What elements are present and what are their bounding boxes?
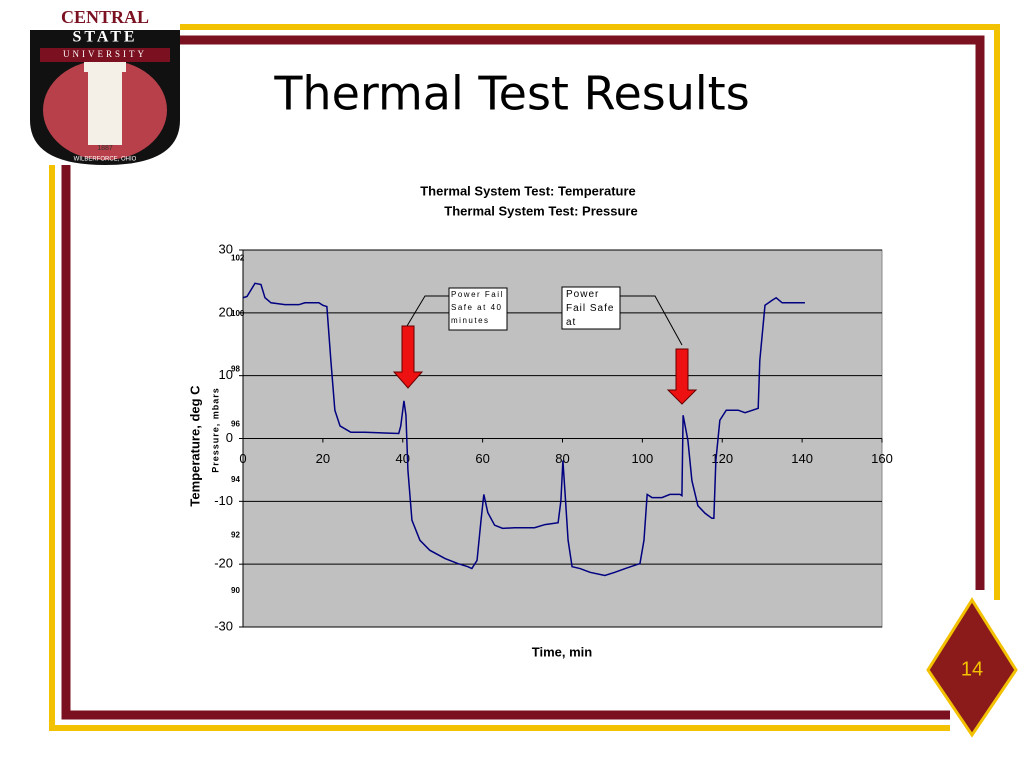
- logo: CENTRAL STATE UNIVERSITY 1887 WILBERFORC…: [30, 7, 180, 165]
- annotation: Power Fail Safe at: [566, 289, 615, 328]
- chart-title: Thermal System Test: Temperature: [420, 183, 636, 198]
- logo-tower-top: [84, 62, 126, 72]
- frame: [49, 24, 1000, 731]
- y2-tick-label: 94: [231, 475, 240, 484]
- y-tick-label: 20: [219, 304, 233, 319]
- frame-gold-top: [180, 24, 1000, 600]
- x-tick-label: 40: [396, 451, 410, 466]
- annotation: Power Fail Safe at 40 minutes: [451, 290, 504, 325]
- logo-band: [40, 48, 170, 62]
- callout-line: [620, 295, 683, 346]
- y-tick-label: -30: [214, 618, 233, 633]
- y2-tick-label: 102: [231, 253, 245, 262]
- logo-text: CENTRAL: [61, 7, 149, 27]
- x-tick-label: 100: [632, 451, 654, 466]
- slide-title: Thermal Test Results: [273, 67, 749, 121]
- logo-text: UNIVERSITY: [63, 49, 147, 59]
- annotation-box-content: Power Fail Safe at 40 minutes: [451, 290, 504, 325]
- arrow: [666, 348, 698, 405]
- logo-text: WILBERFORCE, OHIO: [74, 157, 137, 163]
- y2-tick-label: 98: [231, 364, 240, 373]
- y-tick-label: 10: [219, 367, 233, 382]
- y-axis-label: Temperature, deg C: [187, 385, 202, 507]
- frame-maroon-bottom: [61, 165, 950, 720]
- annotation-box: [561, 286, 621, 330]
- annotations: Power Fail Safe at 40 minutes Power Fail…: [392, 286, 698, 405]
- y2-tick-label: 90: [231, 586, 240, 595]
- frame-gold-bottom: [49, 165, 950, 731]
- y2-tick-label: 100: [231, 309, 245, 318]
- y2-tick-label: 92: [231, 531, 240, 540]
- y-tick-label: -20: [214, 556, 233, 571]
- y2-axis-label: Pressure, mbars: [210, 387, 220, 473]
- x-tick-label: 160: [871, 451, 893, 466]
- data-line: [242, 282, 805, 577]
- logo-text: STATE: [72, 29, 137, 46]
- y2-tick-label: 96: [231, 420, 240, 429]
- logo-tower: [88, 70, 122, 145]
- logo-text: 1887: [97, 145, 113, 152]
- y-tick-label: -10: [214, 493, 233, 508]
- page-badge: [926, 597, 1018, 738]
- callout-line: [406, 295, 449, 327]
- y-tick-label: 30: [219, 241, 233, 256]
- chart: Thermal System Test: Temperature Thermal…: [187, 183, 892, 659]
- page-number: 14: [961, 658, 983, 680]
- y-tick-label: 0: [226, 430, 233, 445]
- arrow: [392, 325, 424, 389]
- x-tick-label: 120: [711, 451, 733, 466]
- annotation-box-content: Power Fail Safe at: [566, 289, 615, 328]
- chart-subtitle: Thermal System Test: Pressure: [444, 203, 637, 218]
- x-tick-label: 80: [555, 451, 569, 466]
- x-tick-label: 60: [475, 451, 489, 466]
- frame-maroon-top: [180, 35, 985, 590]
- x-tick-label: 140: [791, 451, 813, 466]
- x-tick-label: 20: [316, 451, 330, 466]
- annotation-box: [448, 287, 508, 331]
- x-axis-label: Time, min: [532, 644, 593, 659]
